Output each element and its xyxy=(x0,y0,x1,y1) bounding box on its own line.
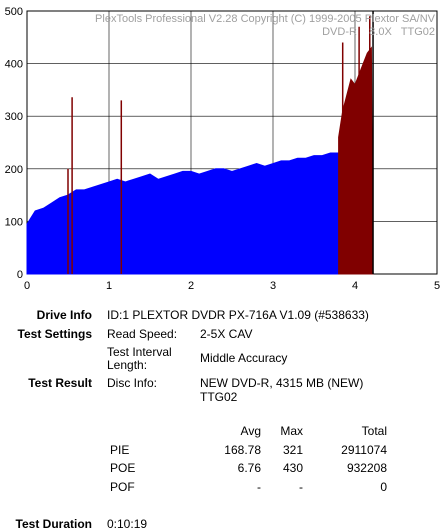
pie-avg: 168.78 xyxy=(224,443,261,457)
pie-total: 2911074 xyxy=(341,443,387,457)
test-duration-label: Test Duration xyxy=(15,517,92,531)
pof-total: 0 xyxy=(380,480,387,494)
drive-info-value: ID:1 PLEXTOR DVDR PX-716A V1.09 (#538633… xyxy=(107,308,369,322)
test-settings-label: Test Settings xyxy=(17,327,92,341)
y-tick-label: 200 xyxy=(5,164,23,176)
poe-label: POE xyxy=(110,461,136,475)
poe-max: 430 xyxy=(282,461,303,475)
pi-error-chart: 0 100 200 300 400 500 0 1 2 3 4 5 PlexTools Profess… xyxy=(5,6,440,292)
interval-label-2: Length: xyxy=(107,358,148,372)
test-duration-value: 0:10:19 xyxy=(107,517,148,531)
y-tick-label: 500 xyxy=(5,6,23,18)
poe-avg: 6.76 xyxy=(237,461,261,475)
read-speed-label: Read Speed: xyxy=(107,327,178,341)
poe-total: 932208 xyxy=(346,461,387,475)
test-result-label: Test Result xyxy=(28,376,92,390)
y-tick-label: 400 xyxy=(5,59,23,71)
pof-max: - xyxy=(299,480,303,494)
pof-avg: - xyxy=(257,480,261,494)
y-tick-label: 300 xyxy=(5,111,23,123)
disc-info-label: Disc Info: xyxy=(107,376,158,390)
x-tick-label: 3 xyxy=(270,280,276,292)
interval-label-1: Test Interval xyxy=(107,345,172,359)
axes: 0 100 200 300 400 500 0 1 2 3 4 5 xyxy=(5,6,440,292)
read-speed-value: 2-5X CAV xyxy=(200,327,253,341)
y-tick-label: 100 xyxy=(5,216,23,228)
x-tick-label: 2 xyxy=(188,280,194,292)
interval-value: Middle Accuracy xyxy=(200,351,288,365)
disc-info-value-1: NEW DVD-R, 4315 MB (NEW) xyxy=(200,376,364,390)
max-header: Max xyxy=(280,424,303,438)
total-header: Total xyxy=(361,424,387,438)
disc-info-value-2: TTG02 xyxy=(200,390,238,404)
x-tick-label: 0 xyxy=(24,280,30,292)
header-line-2: DVD-R 8.0X TTG02 xyxy=(322,26,435,38)
pof-label: POF xyxy=(110,480,135,494)
x-tick-label: 4 xyxy=(352,280,358,292)
chart-series xyxy=(26,11,374,275)
pie-max: 321 xyxy=(282,443,303,457)
y-tick-label: 0 xyxy=(17,269,23,281)
pie-label: PIE xyxy=(110,443,130,457)
x-tick-label: 1 xyxy=(106,280,112,292)
series-area-0 xyxy=(26,149,374,275)
drive-info-label: Drive Info xyxy=(36,308,92,322)
x-tick-label: 5 xyxy=(434,280,440,292)
avg-header: Avg xyxy=(240,424,261,438)
header-line-1: PlexTools Professional V2.28 Copyright (… xyxy=(95,13,436,25)
